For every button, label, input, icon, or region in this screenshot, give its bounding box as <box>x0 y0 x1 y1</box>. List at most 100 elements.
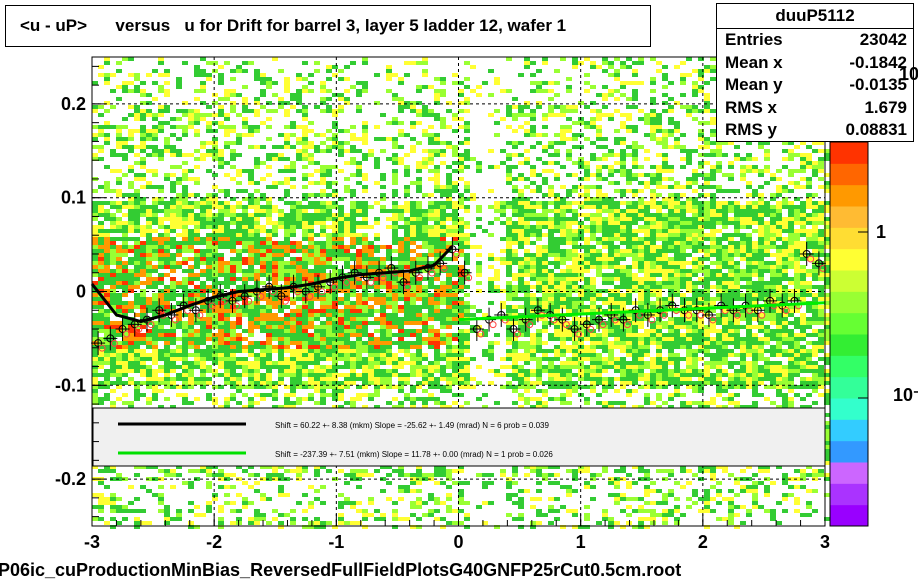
heat-cell <box>338 217 344 221</box>
heat-cell <box>200 217 206 221</box>
heat-cell <box>512 341 518 345</box>
heat-cell <box>452 373 458 377</box>
heat-cell <box>164 141 170 145</box>
heat-cell <box>254 245 260 249</box>
heat-cell <box>242 501 248 505</box>
heat-cell <box>92 269 98 273</box>
heat-cell <box>224 353 230 357</box>
heat-cell <box>488 113 494 117</box>
heat-cell <box>530 505 536 509</box>
heat-cell <box>494 133 500 137</box>
heat-cell <box>554 277 560 281</box>
heat-cell <box>386 305 392 309</box>
heat-cell <box>404 517 410 521</box>
heat-cell <box>116 189 122 193</box>
heat-cell <box>422 69 428 73</box>
heat-cell <box>458 313 464 317</box>
heat-cell <box>152 337 158 341</box>
heat-cell <box>254 233 260 237</box>
heat-cell <box>290 365 296 369</box>
heat-cell <box>350 137 356 141</box>
heat-cell <box>536 105 542 109</box>
heat-cell <box>212 333 218 337</box>
heat-cell <box>440 501 446 505</box>
heat-cell <box>314 181 320 185</box>
heat-cell <box>446 365 452 369</box>
heat-cell <box>548 281 554 285</box>
heat-cell <box>128 201 134 205</box>
heat-cell <box>290 401 296 405</box>
heat-cell <box>524 265 530 269</box>
heat-cell <box>374 517 380 521</box>
heat-cell <box>260 365 266 369</box>
heat-cell <box>422 165 428 169</box>
heat-cell <box>422 73 428 77</box>
heat-cell <box>326 241 332 245</box>
heat-cell <box>116 201 122 205</box>
heat-cell <box>374 353 380 357</box>
heat-cell <box>446 189 452 193</box>
heat-cell <box>362 233 368 237</box>
heat-cell <box>128 337 134 341</box>
heat-cell <box>410 109 416 113</box>
heat-cell <box>206 261 212 265</box>
heat-cell <box>548 225 554 229</box>
heat-cell <box>464 333 470 337</box>
heat-cell <box>260 73 266 77</box>
heat-cell <box>290 217 296 221</box>
heat-cell <box>536 465 542 469</box>
heat-cell <box>236 93 242 97</box>
heat-cell <box>236 309 242 313</box>
heat-cell <box>122 245 128 249</box>
heat-cell <box>182 401 188 405</box>
heat-cell <box>542 357 548 361</box>
heat-cell <box>212 497 218 501</box>
heat-cell <box>434 89 440 93</box>
heat-cell <box>194 257 200 261</box>
heat-cell <box>338 469 344 473</box>
heat-cell <box>512 253 518 257</box>
heat-cell <box>344 129 350 133</box>
heat-cell <box>428 253 434 257</box>
heat-cell <box>158 353 164 357</box>
heat-cell <box>458 217 464 221</box>
heat-cell <box>272 145 278 149</box>
heat-cell <box>530 373 536 377</box>
heat-cell <box>302 273 308 277</box>
heat-cell <box>524 353 530 357</box>
heat-cell <box>518 281 524 285</box>
heat-cell <box>338 389 344 393</box>
heat-cell <box>416 141 422 145</box>
heat-cell <box>278 365 284 369</box>
heat-cell <box>296 125 302 129</box>
heat-cell <box>434 377 440 381</box>
heat-cell <box>290 229 296 233</box>
heat-cell <box>356 281 362 285</box>
heat-cell <box>200 357 206 361</box>
heat-cell <box>134 337 140 341</box>
heat-cell <box>110 349 116 353</box>
heat-cell <box>380 309 386 313</box>
heat-cell <box>290 313 296 317</box>
heat-cell <box>122 81 128 85</box>
heat-cell <box>290 353 296 357</box>
heat-cell <box>368 333 374 337</box>
heat-cell <box>416 245 422 249</box>
heat-cell <box>398 309 404 313</box>
heat-cell <box>158 201 164 205</box>
heat-cell <box>122 249 128 253</box>
heat-cell <box>158 241 164 245</box>
heat-cell <box>302 269 308 273</box>
heat-cell <box>458 285 464 289</box>
heat-cell <box>362 357 368 361</box>
heat-cell <box>152 81 158 85</box>
heat-cell <box>344 381 350 385</box>
heat-cell <box>548 109 554 113</box>
heat-cell <box>524 333 530 337</box>
heat-cell <box>212 493 218 497</box>
heat-cell <box>194 513 200 517</box>
heat-cell <box>116 137 122 141</box>
heat-cell <box>116 325 122 329</box>
heat-cell <box>386 265 392 269</box>
heat-cell <box>302 317 308 321</box>
